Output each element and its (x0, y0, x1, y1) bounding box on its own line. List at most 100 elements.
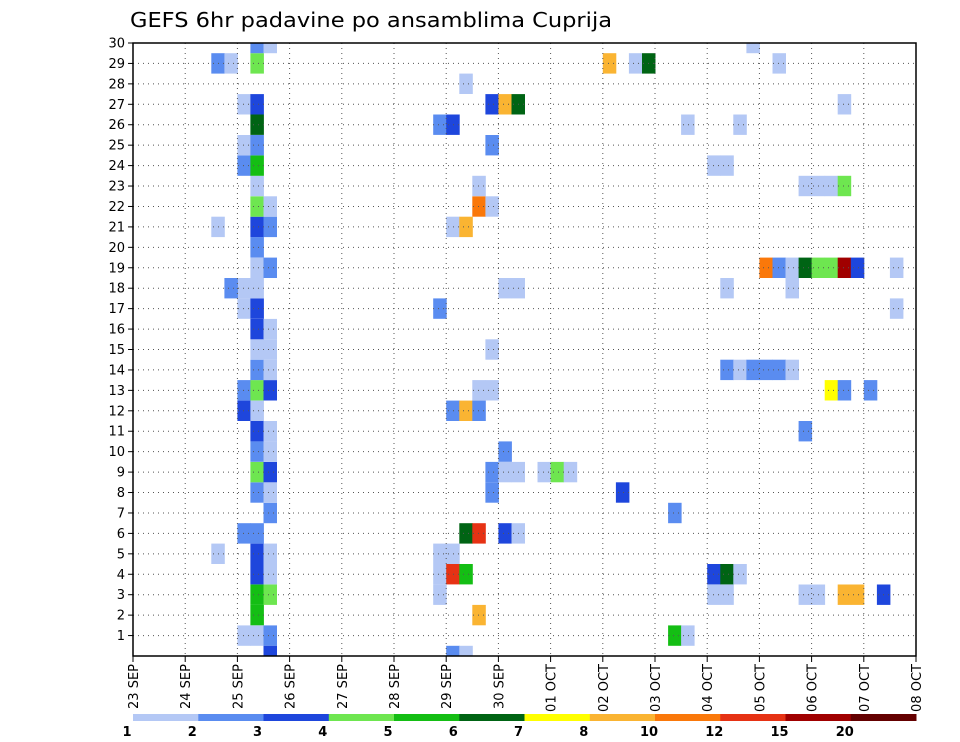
heatmap-cell (498, 461, 512, 483)
y-tick-label: 16 (108, 323, 125, 338)
x-tick-label: 01 OCT (545, 664, 560, 712)
x-tick-label: 07 OCT (858, 664, 873, 712)
heatmap-cell (263, 196, 277, 217)
heatmap-cell (250, 461, 264, 483)
heatmap-cell (720, 155, 734, 176)
heatmap-cell (850, 584, 865, 605)
y-tick-label: 20 (108, 241, 125, 256)
y-tick-label: 12 (108, 404, 125, 419)
heatmap-cell (459, 400, 473, 421)
heatmap-cell (485, 94, 499, 115)
heatmap-cell (263, 543, 277, 564)
x-tick-label: 28 SEP (388, 664, 403, 709)
heatmap-cell (563, 461, 578, 483)
heatmap-cell (433, 584, 447, 605)
heatmap-cell (472, 400, 486, 421)
heatmap-cell (237, 625, 251, 646)
x-tick-label: 02 OCT (597, 664, 612, 712)
heatmap-cell (733, 564, 747, 585)
heatmap-cell (250, 604, 264, 626)
heatmap-cell (250, 175, 264, 197)
heatmap-cell (889, 298, 904, 319)
x-tick-label: 24 SEP (179, 664, 194, 709)
heatmap-cell (263, 461, 277, 483)
colorbar-swatch (133, 714, 199, 721)
colorbar-swatch (524, 714, 591, 721)
heatmap-cell (720, 278, 734, 299)
heatmap-cell (250, 257, 264, 278)
heatmap-cell (263, 645, 277, 656)
heatmap-cell (446, 400, 460, 421)
heatmap-cell (250, 278, 264, 299)
heatmap-cell (446, 216, 460, 238)
heatmap-cell (263, 43, 277, 54)
y-tick-label: 22 (108, 200, 125, 215)
heatmap-cell (733, 114, 747, 135)
heatmap-cell (837, 380, 852, 401)
y-tick-label: 25 (108, 139, 125, 154)
heatmap-cell (237, 135, 251, 156)
heatmap-cell (837, 175, 852, 197)
heatmap-cell (628, 53, 643, 74)
y-tick-label: 2 (117, 609, 125, 624)
heatmap-cell (498, 94, 512, 115)
y-tick-label: 29 (108, 57, 125, 72)
heatmap-cell (250, 237, 264, 258)
heatmap-cell (824, 380, 839, 401)
heatmap-cell (681, 114, 695, 135)
heatmap-cell (263, 502, 277, 524)
heatmap-cell (772, 359, 786, 381)
heatmap-cell (889, 257, 904, 278)
heatmap-cell (224, 278, 238, 299)
heatmap-cell (668, 502, 682, 524)
heatmap-cell (433, 543, 447, 564)
heatmap-cell (263, 421, 277, 442)
y-tick-label: 4 (117, 568, 125, 583)
heatmap-cell (759, 257, 773, 278)
heatmap-cell (237, 278, 251, 299)
heatmap-cell (237, 94, 251, 115)
y-tick-label: 5 (117, 547, 125, 562)
colorbar: 1 2 3 4 5 6 7 8 10 12 15 20 (122, 714, 917, 740)
heatmap-cell (615, 482, 630, 503)
colorbar-swatch (394, 714, 460, 721)
colorbar-label: 4 (318, 725, 327, 740)
colorbar-label: 1 (122, 725, 131, 740)
heatmap-cell (250, 53, 264, 74)
heatmap-cell (472, 175, 486, 197)
heatmap-cell (485, 135, 499, 156)
heatmap-cell (250, 216, 264, 238)
colorbar-label: 12 (705, 725, 723, 740)
colorbar-swatch (459, 714, 525, 721)
y-tick-label: 10 (108, 445, 125, 460)
heatmap-cell (720, 584, 734, 605)
heatmap-cell (485, 482, 499, 503)
colorbar-swatch (720, 714, 786, 721)
colorbar-swatch (785, 714, 852, 721)
heatmap-cell (250, 318, 264, 340)
heatmap-cell (250, 441, 264, 462)
heatmap-cell (250, 523, 264, 544)
heatmap-cell (250, 94, 264, 115)
heatmap-cell (785, 359, 799, 381)
y-tick-label: 19 (108, 261, 125, 276)
heatmap-cell (250, 196, 264, 217)
y-tick-label: 17 (108, 302, 125, 317)
heatmap-cell (733, 359, 747, 381)
heatmap-cell (250, 543, 264, 564)
heatmap-cell (668, 625, 682, 646)
heatmap-cell (681, 625, 695, 646)
heatmap-cell (459, 523, 473, 544)
heatmap-cell (446, 564, 460, 585)
heatmap-cell (224, 53, 238, 74)
colorbar-label: 20 (836, 725, 854, 740)
heatmap-cell (263, 257, 277, 278)
heatmap-cell (485, 196, 499, 217)
colorbar-swatch (198, 714, 264, 721)
y-tick-label: 8 (117, 486, 125, 501)
heatmap-cell (237, 155, 251, 176)
heatmap-cell (263, 564, 277, 585)
heatmap-cell (472, 604, 486, 626)
heatmap-cell (837, 94, 852, 115)
heatmap-cell (250, 155, 264, 176)
